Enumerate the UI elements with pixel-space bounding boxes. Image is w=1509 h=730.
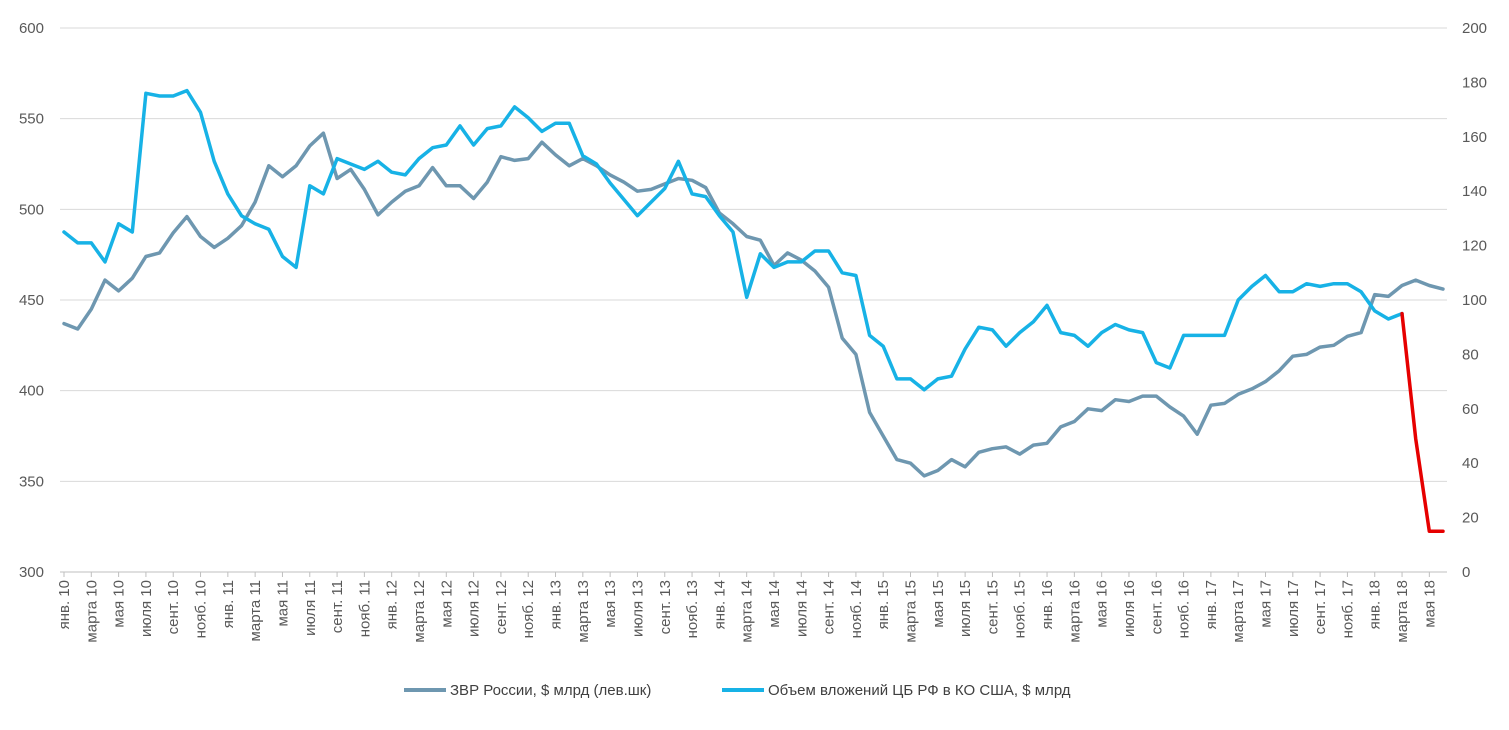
legend: ЗВР России, $ млрд (лев.шк) Объем вложен… — [404, 682, 1071, 699]
x-tick-label: июля 14 — [793, 580, 810, 637]
x-tick-label: сент. 16 — [1148, 580, 1165, 634]
x-tick-label: марта 12 — [411, 580, 428, 643]
x-tick-label: сент. 11 — [329, 580, 346, 633]
x-tick-label: сент. 14 — [821, 580, 838, 634]
series-layer — [62, 88, 1445, 533]
x-tick-label: янв. 10 — [56, 580, 73, 629]
legend-label-treasuries: Объем вложений ЦБ РФ в КО США, $ млрд — [768, 682, 1071, 699]
x-tick-label: марта 11 — [247, 580, 264, 641]
x-tick-label: июля 12 — [466, 580, 483, 637]
x-tick-label: марта 17 — [1230, 580, 1247, 643]
y-right-tick-label: 40 — [1462, 455, 1479, 472]
x-tick-label: марта 10 — [83, 580, 100, 643]
x-tick-label: мая 18 — [1421, 580, 1438, 628]
x-axis: янв. 10 марта 10 мая 10 июля 10 сент. 10 нояб… — [56, 572, 1438, 643]
x-tick-label: нояб. 15 — [1012, 580, 1029, 638]
x-tick-label: янв. 13 — [548, 580, 565, 629]
series-line-reserves — [62, 131, 1445, 478]
x-tick-label: нояб. 13 — [684, 580, 701, 638]
x-tick-label: нояб. 16 — [1176, 580, 1193, 638]
x-tick-label: нояб. 11 — [356, 580, 373, 637]
x-tick-label: мая 17 — [1258, 580, 1275, 628]
y-right-tick-label: 160 — [1462, 129, 1487, 146]
x-tick-label: сент. 12 — [493, 580, 510, 634]
x-tick-label: марта 13 — [575, 580, 592, 643]
left-y-axis: 300 350 400 450 500 550 600 — [19, 20, 44, 581]
series-line-treasuries — [62, 88, 1404, 392]
x-tick-label: сент. 13 — [657, 580, 674, 634]
y-left-tick-label: 400 — [19, 383, 44, 400]
x-tick-label: мая 16 — [1094, 580, 1111, 628]
x-tick-label: марта 15 — [903, 580, 920, 643]
x-tick-label: июля 10 — [138, 580, 155, 637]
y-right-tick-label: 180 — [1462, 74, 1487, 91]
y-right-tick-label: 60 — [1462, 401, 1479, 418]
x-tick-label: сент. 17 — [1312, 580, 1329, 634]
x-tick-label: марта 18 — [1394, 580, 1411, 643]
x-tick-label: марта 16 — [1066, 580, 1083, 643]
y-right-tick-label: 140 — [1462, 183, 1487, 200]
x-tick-label: янв. 18 — [1367, 580, 1384, 629]
x-tick-label: мая 10 — [111, 580, 128, 628]
gridlines — [60, 27, 1447, 573]
x-tick-label: нояб. 14 — [848, 580, 865, 638]
x-tick-label: мая 14 — [766, 580, 783, 628]
x-tick-label: июля 13 — [629, 580, 646, 637]
y-right-tick-label: 200 — [1462, 20, 1487, 37]
x-tick-label: июля 17 — [1285, 580, 1302, 637]
y-left-tick-label: 500 — [19, 201, 44, 218]
x-tick-label: янв. 15 — [875, 580, 892, 629]
x-tick-label: мая 11 — [274, 580, 291, 627]
y-right-tick-label: 80 — [1462, 346, 1479, 363]
y-right-tick-label: 120 — [1462, 238, 1487, 255]
x-tick-label: июля 11 — [302, 580, 319, 636]
x-tick-label: июля 16 — [1121, 580, 1138, 637]
x-tick-label: нояб. 10 — [193, 580, 210, 638]
y-left-tick-label: 450 — [19, 292, 44, 309]
x-tick-label: сент. 15 — [984, 580, 1001, 634]
x-tick-label: мая 12 — [438, 580, 455, 628]
x-tick-label: янв. 14 — [711, 580, 728, 629]
y-left-tick-label: 350 — [19, 473, 44, 490]
x-tick-label: янв. 12 — [384, 580, 401, 629]
y-right-tick-label: 100 — [1462, 292, 1487, 309]
y-right-tick-label: 20 — [1462, 510, 1479, 527]
x-tick-label: мая 13 — [602, 580, 619, 628]
x-tick-label: июля 15 — [957, 580, 974, 637]
right-y-axis: 0 20 40 60 80 100 120 140 160 180 200 — [1462, 20, 1487, 581]
x-tick-label: марта 14 — [739, 580, 756, 643]
y-right-tick-label: 0 — [1462, 564, 1470, 581]
x-tick-label: мая 15 — [930, 580, 947, 628]
legend-label-reserves: ЗВР России, $ млрд (лев.шк) — [450, 682, 651, 699]
y-left-tick-label: 600 — [19, 20, 44, 37]
x-tick-label: янв. 11 — [220, 580, 237, 628]
y-left-tick-label: 550 — [19, 111, 44, 128]
y-left-tick-label: 300 — [19, 564, 44, 581]
x-tick-label: нояб. 12 — [520, 580, 537, 638]
x-tick-label: янв. 16 — [1039, 580, 1056, 629]
x-tick-label: сент. 10 — [165, 580, 182, 634]
x-tick-label: нояб. 17 — [1339, 580, 1356, 638]
series-line-treasuries-drop — [1400, 311, 1445, 533]
x-tick-label: янв. 17 — [1203, 580, 1220, 629]
